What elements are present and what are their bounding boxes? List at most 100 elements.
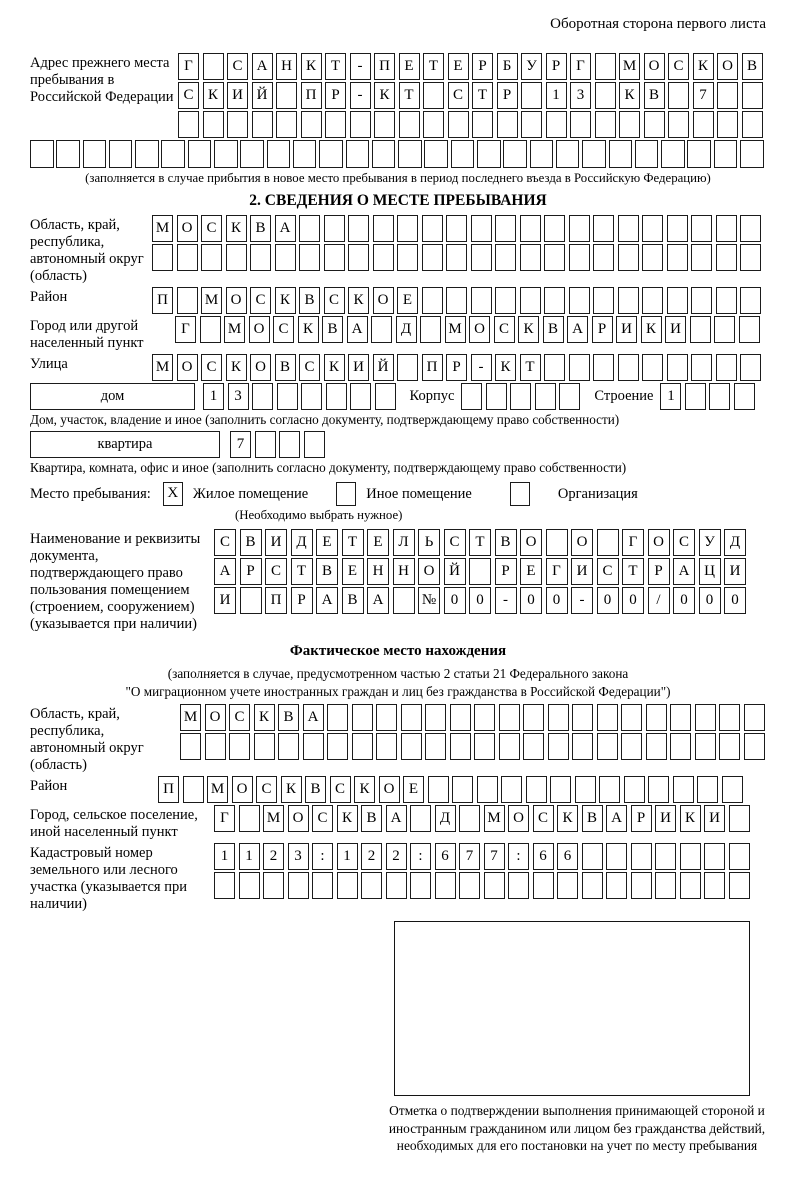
char-cell[interactable]: В (581, 805, 603, 832)
house-word-box[interactable]: дом (30, 383, 195, 410)
char-cell[interactable]: М (444, 316, 466, 343)
char-cell[interactable]: С (673, 529, 695, 556)
char-cell[interactable] (568, 244, 590, 271)
char-cell[interactable] (717, 111, 738, 138)
char-cell[interactable]: В (361, 805, 382, 832)
char-cell[interactable] (182, 776, 204, 803)
char-cell[interactable]: Е (397, 287, 418, 314)
char-cell[interactable]: О (176, 215, 198, 242)
char-cell[interactable] (642, 244, 663, 271)
char-cell[interactable]: 1 (660, 383, 682, 410)
char-cell[interactable] (325, 383, 347, 410)
char-cell[interactable] (56, 140, 80, 168)
char-cell[interactable]: М (180, 704, 201, 731)
char-cell[interactable]: О (225, 287, 247, 314)
char-cell[interactable] (361, 872, 382, 899)
char-cell[interactable]: Т (423, 53, 444, 80)
char-cell[interactable] (599, 776, 620, 803)
char-cell[interactable]: О (176, 354, 198, 381)
char-cell[interactable]: С (256, 776, 277, 803)
char-cell[interactable]: С (443, 529, 466, 556)
char-cell[interactable] (348, 215, 369, 242)
char-cell[interactable] (201, 244, 222, 271)
char-cell[interactable] (476, 776, 498, 803)
char-cell[interactable]: А (302, 704, 324, 731)
char-cell[interactable]: М (483, 805, 505, 832)
char-cell[interactable] (606, 843, 627, 870)
char-cell[interactable] (495, 244, 516, 271)
char-cell[interactable] (691, 215, 712, 242)
char-cell[interactable] (250, 244, 271, 271)
char-cell[interactable]: В (322, 316, 343, 343)
char-cell[interactable] (529, 140, 554, 168)
char-cell[interactable]: В (250, 215, 271, 242)
char-cell[interactable] (323, 215, 345, 242)
char-cell[interactable] (523, 733, 544, 760)
char-cell[interactable] (397, 244, 418, 271)
char-cell[interactable]: В (741, 53, 763, 80)
char-cell[interactable] (684, 383, 706, 410)
char-cell[interactable] (351, 704, 373, 731)
char-cell[interactable] (713, 140, 738, 168)
char-cell[interactable]: Г (622, 529, 644, 556)
char-cell[interactable]: Й (251, 82, 273, 109)
char-cell[interactable]: С (596, 558, 619, 585)
char-cell[interactable]: В (494, 529, 517, 556)
char-cell[interactable] (398, 111, 420, 138)
char-cell[interactable]: 1 (203, 383, 224, 410)
char-cell[interactable] (555, 140, 580, 168)
char-cell[interactable] (501, 776, 522, 803)
char-cell[interactable]: - (470, 354, 492, 381)
char-cell[interactable] (266, 140, 291, 168)
char-cell[interactable] (523, 704, 544, 731)
char-cell[interactable] (550, 776, 571, 803)
char-cell[interactable]: К (557, 805, 578, 832)
char-cell[interactable] (715, 215, 737, 242)
char-cell[interactable]: 1 (238, 843, 260, 870)
char-cell[interactable]: 7 (483, 843, 505, 870)
char-cell[interactable]: С (668, 53, 689, 80)
char-cell[interactable]: 3 (227, 383, 249, 410)
char-cell[interactable]: М (201, 287, 222, 314)
char-cell[interactable]: К (323, 354, 345, 381)
char-cell[interactable]: П (158, 776, 179, 803)
char-cell[interactable] (176, 287, 198, 314)
char-cell[interactable] (593, 287, 614, 314)
char-cell[interactable]: 1 (336, 843, 358, 870)
char-cell[interactable] (152, 244, 173, 271)
char-cell[interactable]: П (300, 82, 322, 109)
char-cell[interactable] (225, 244, 247, 271)
char-cell[interactable] (721, 776, 743, 803)
char-cell[interactable]: У (521, 53, 542, 80)
char-cell[interactable] (372, 244, 394, 271)
char-cell[interactable] (459, 872, 480, 899)
char-cell[interactable]: № (418, 587, 440, 614)
char-cell[interactable] (312, 872, 333, 899)
char-cell[interactable] (557, 872, 578, 899)
char-cell[interactable] (545, 529, 568, 556)
char-cell[interactable] (495, 287, 516, 314)
char-cell[interactable]: Е (398, 53, 420, 80)
char-cell[interactable] (666, 215, 688, 242)
char-cell[interactable] (668, 82, 689, 109)
char-cell[interactable] (214, 872, 235, 899)
char-cell[interactable] (276, 383, 298, 410)
char-cell[interactable] (582, 140, 606, 168)
char-cell[interactable]: Т (341, 529, 364, 556)
char-cell[interactable] (666, 287, 688, 314)
char-cell[interactable] (498, 733, 520, 760)
char-cell[interactable] (581, 872, 603, 899)
char-cell[interactable]: К (225, 354, 247, 381)
char-cell[interactable] (697, 776, 718, 803)
char-cell[interactable]: Д (724, 529, 746, 556)
char-cell[interactable]: К (225, 215, 247, 242)
char-cell[interactable]: С (229, 704, 250, 731)
char-cell[interactable]: О (231, 776, 253, 803)
char-cell[interactable] (545, 111, 567, 138)
char-cell[interactable] (714, 316, 735, 343)
char-cell[interactable] (568, 354, 590, 381)
char-cell[interactable] (274, 244, 296, 271)
char-cell[interactable]: А (567, 316, 588, 343)
char-cell[interactable] (510, 383, 532, 410)
char-cell[interactable] (287, 872, 309, 899)
